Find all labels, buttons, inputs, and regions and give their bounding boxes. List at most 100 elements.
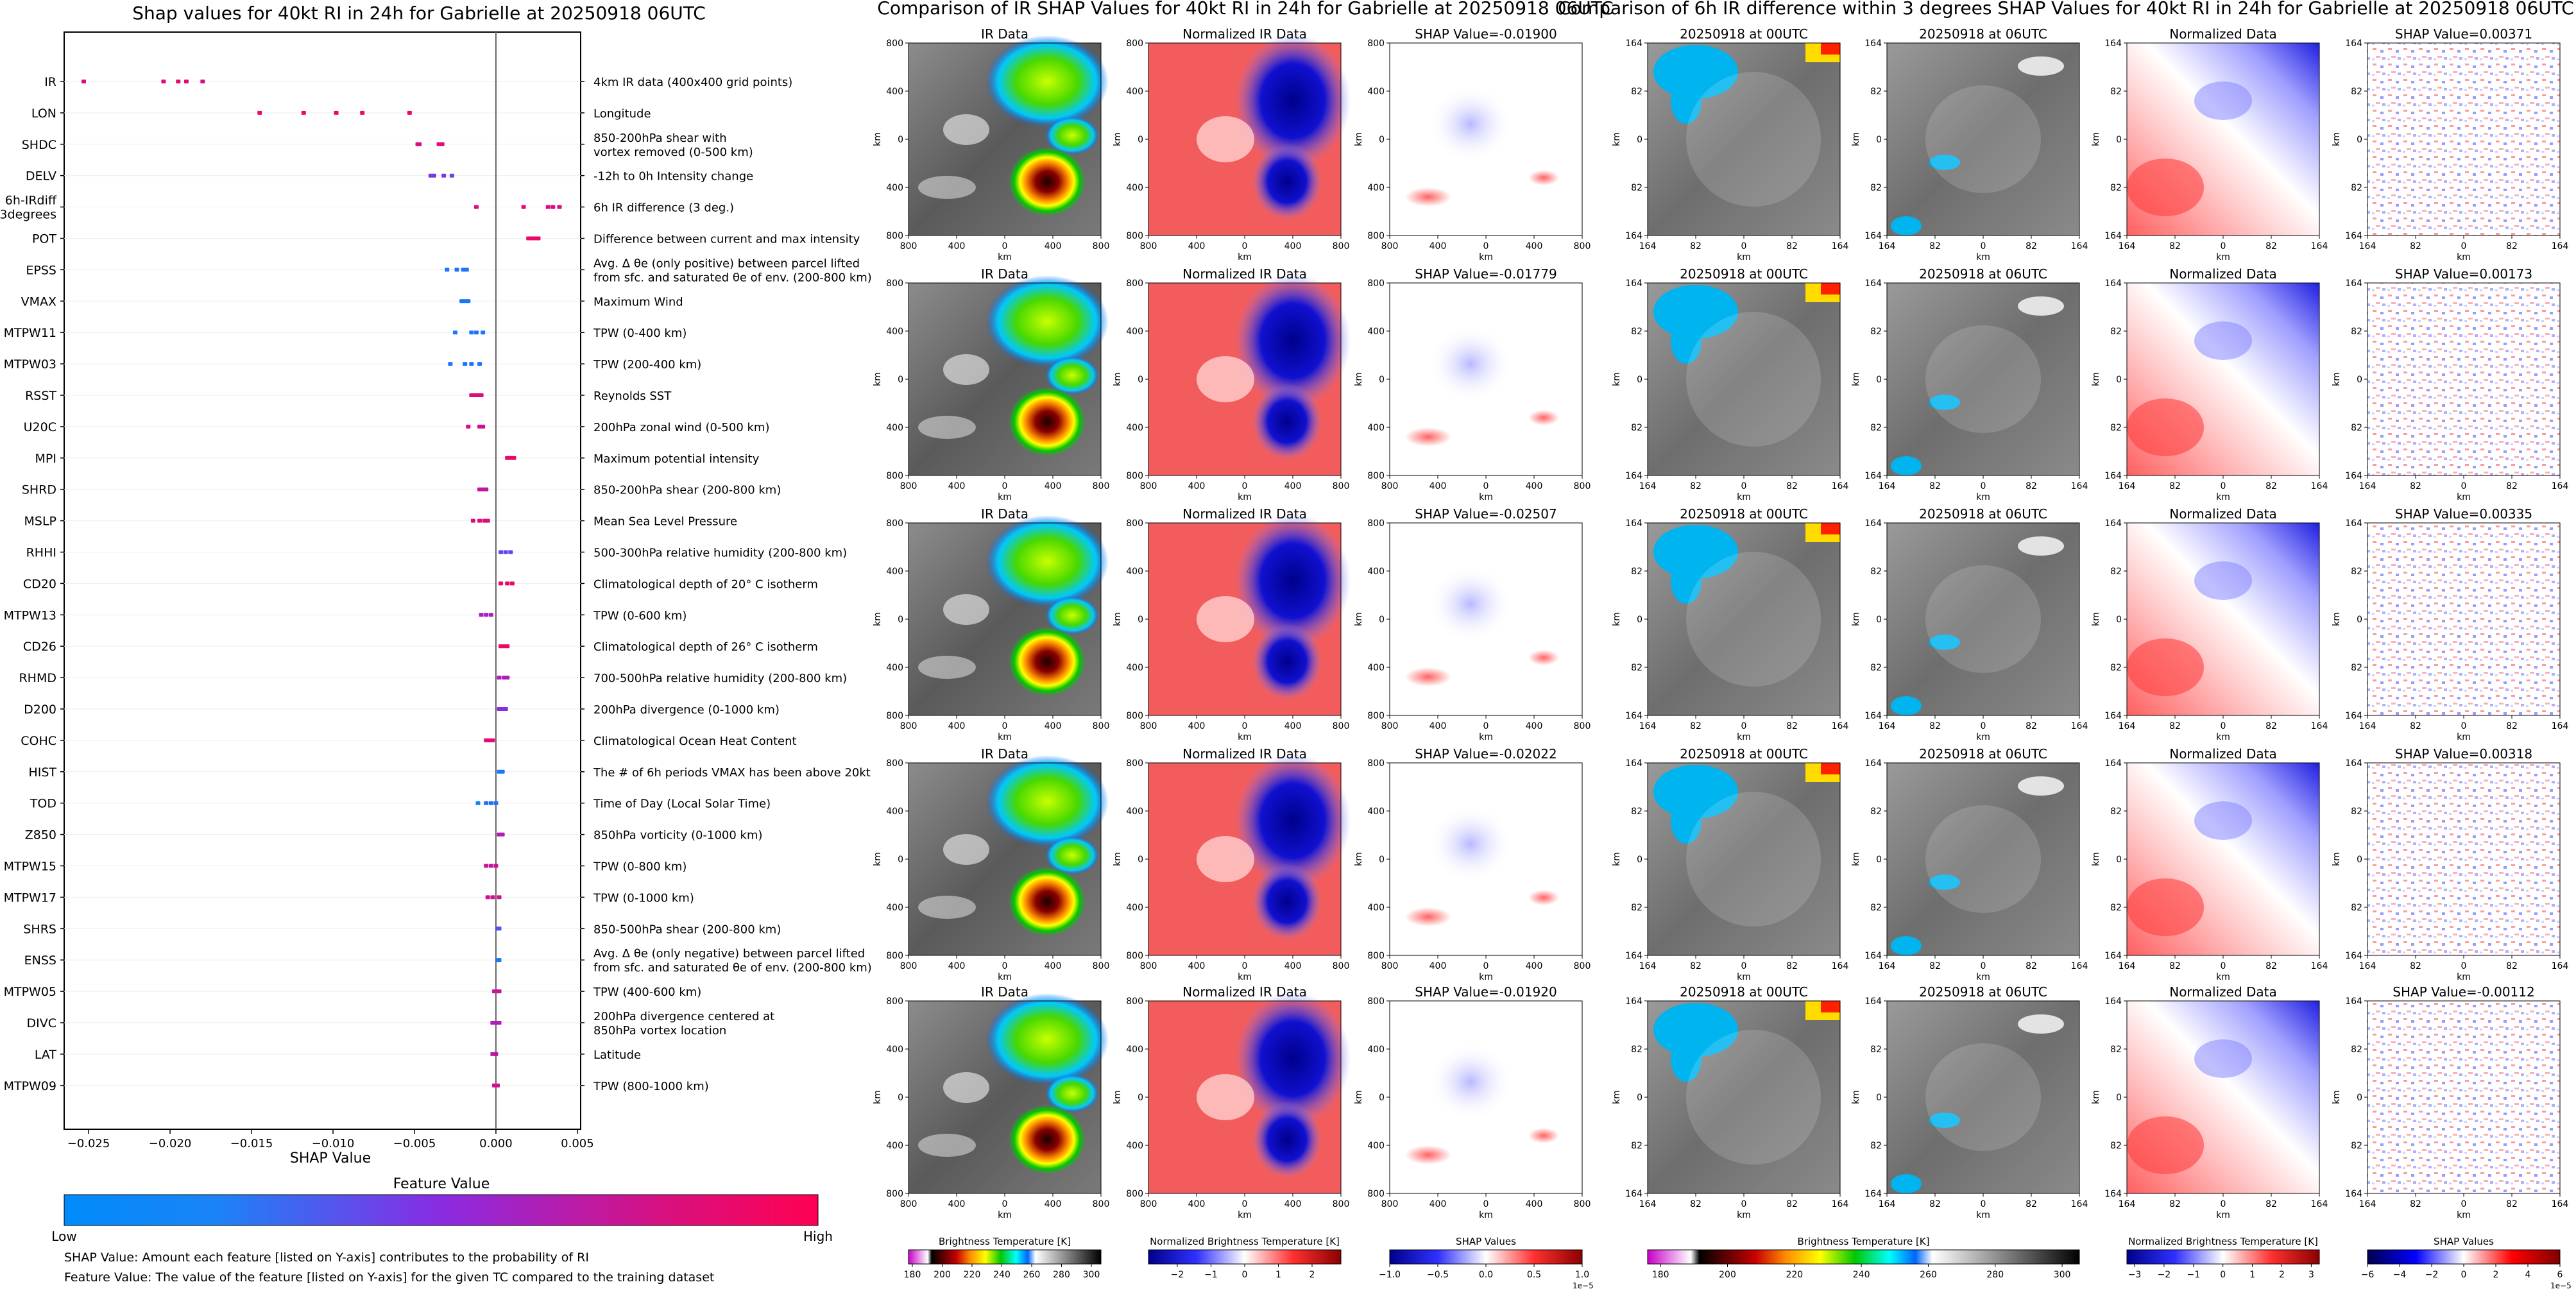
x-axis-label: km	[1479, 1210, 1493, 1220]
x-tick-label: 800	[1140, 1199, 1157, 1209]
diff-panel: SHAP Value=0.00335 164 82 0 82 164 km 164 82 0 82 1…	[2332, 506, 2568, 742]
x-tick-label: 800	[900, 241, 917, 252]
y-tick-label: 164	[2104, 758, 2122, 769]
ir-colorbar: Brightness Temperature [K] 180 200 220 240 26…	[904, 1236, 1102, 1280]
panel-title: SHAP Value=-0.02022	[1415, 746, 1557, 762]
y-tick-label: 800	[886, 711, 903, 721]
shap-point	[485, 518, 490, 523]
y-tick-label: 164	[2104, 38, 2122, 49]
x-tick-label: 800	[1140, 481, 1157, 491]
positive-region	[2127, 638, 2204, 696]
x-tick-label: 82	[2506, 481, 2518, 491]
feature-description-line: Avg. Δ θe (only positive) between parcel…	[593, 257, 860, 270]
shap-point	[497, 895, 502, 900]
colorbar-tick-label: 0	[1242, 1270, 1248, 1280]
x-tick-label: 164	[1832, 721, 1849, 731]
cloud-region	[1686, 312, 1821, 447]
shap-point	[493, 801, 499, 805]
shap-point	[488, 801, 493, 805]
y-tick-label: 400	[886, 87, 903, 97]
y-tick-label: 0	[1637, 615, 1642, 625]
cloud-region	[943, 834, 989, 865]
cold-cloud-region	[1653, 45, 1738, 99]
x-axis-label: km	[1238, 1210, 1252, 1220]
x-tick-label: 800	[1574, 961, 1591, 971]
x-axis-label: km	[1238, 252, 1252, 262]
shap-summary-plot: Shap values for 40kt RI in 24h for Gabri…	[0, 3, 872, 1285]
x-tick-label: −0.025	[67, 1137, 110, 1150]
diff-panel: SHAP Value=0.00371 164 82 0 82 164 km 164 82 0 82 1…	[2332, 26, 2568, 262]
cold-cloud-region	[1671, 558, 1702, 604]
y-axis-label: km	[2091, 852, 2101, 866]
y-tick-label: 400	[886, 183, 903, 193]
x-axis-label: km	[998, 252, 1012, 262]
x-tick-label: 82	[1690, 1199, 1702, 1209]
y-tick-label: 800	[1367, 951, 1385, 961]
x-tick-label: 82	[2506, 961, 2518, 971]
x-tick-label: 164	[2311, 481, 2328, 491]
shap-point	[505, 676, 510, 680]
feature-description-line: from sfc. and saturated θe of env. (200-…	[593, 961, 872, 975]
negative-shap-region	[1428, 325, 1513, 402]
feature-description: TPW (0-1000 km)	[593, 891, 694, 905]
feature-description-line: TPW (0-1000 km)	[593, 891, 694, 905]
x-tick-label: 164	[1879, 241, 1896, 252]
shap-point	[508, 550, 513, 554]
cloud-region	[1686, 1030, 1821, 1165]
x-tick-label: 0.000	[479, 1137, 513, 1150]
shap-point	[503, 550, 508, 554]
cloud-region	[943, 1072, 989, 1103]
shap-point	[503, 707, 508, 711]
feature-name-line: 3degrees	[0, 208, 56, 222]
x-tick-label: 82	[1786, 241, 1798, 252]
feature-description-line: 6h IR difference (3 deg.)	[593, 201, 734, 215]
colorbar-tick-label: 300	[2054, 1270, 2071, 1280]
x-tick-label: 164	[2359, 241, 2376, 252]
cloud-region	[1925, 565, 2041, 673]
cloud-region	[1686, 552, 1821, 687]
x-tick-label: 164	[2552, 241, 2569, 252]
feature-description-line: Maximum potential intensity	[593, 452, 760, 466]
y-axis-label: km	[873, 612, 883, 626]
feature-description-line: 850hPa vorticity (0-1000 km)	[593, 829, 763, 842]
y-tick-label: 164	[2345, 758, 2362, 769]
feature-name: COHC	[21, 734, 56, 748]
colorbar-tick-label: −4	[2393, 1270, 2407, 1280]
y-tick-label: 82	[1631, 567, 1642, 577]
y-tick-label: 164	[1864, 278, 1882, 289]
y-axis-label: km	[1113, 852, 1123, 866]
y-tick-label: 0	[2116, 135, 2122, 145]
feature-description-line: vortex removed (0-500 km)	[593, 146, 753, 159]
panel-title: 20250918 at 06UTC	[1919, 266, 2047, 282]
colorbar-tick-label: 0	[2220, 1270, 2226, 1280]
x-axis-label: km	[1737, 252, 1751, 262]
shap-point	[477, 362, 482, 366]
shap-point	[495, 1083, 500, 1088]
feature-name-line: CD20	[23, 577, 56, 591]
y-tick-label: 82	[1631, 663, 1642, 673]
feature-description: Latitude	[593, 1048, 641, 1062]
feature-description: Maximum Wind	[593, 295, 683, 309]
x-axis-label: km	[2457, 252, 2471, 262]
y-tick-label: 0	[2116, 375, 2122, 385]
cloud-region	[1925, 1043, 2041, 1151]
cloud-region	[2018, 1014, 2064, 1034]
feature-description: TPW (800-1000 km)	[593, 1080, 709, 1093]
y-tick-label: 0	[1876, 1093, 1882, 1103]
feature-name-line: POT	[32, 232, 56, 246]
feature-description: 850-500hPa shear (200-800 km)	[593, 923, 781, 936]
colorbar-tick-label: 1.0	[1575, 1270, 1589, 1280]
x-tick-label: 400	[948, 1199, 966, 1209]
panel-title: 20250918 at 06UTC	[1919, 746, 2047, 762]
feature-name: MTPW17	[4, 891, 56, 905]
y-tick-label: 0	[1138, 855, 1143, 865]
y-axis-label: km	[1851, 612, 1861, 626]
y-axis-label: km	[2332, 132, 2342, 146]
feature-description: 700-500hPa relative humidity (200-800 km…	[593, 672, 847, 685]
x-tick-label: 164	[2359, 721, 2376, 731]
diff-panel: SHAP Value=0.00318 164 82 0 82 164 km 164 82 0 82 1…	[2332, 746, 2568, 982]
colorbar-tick-label: 1	[1275, 1270, 1281, 1280]
shap-point	[452, 330, 457, 335]
y-axis-label: km	[873, 372, 883, 386]
